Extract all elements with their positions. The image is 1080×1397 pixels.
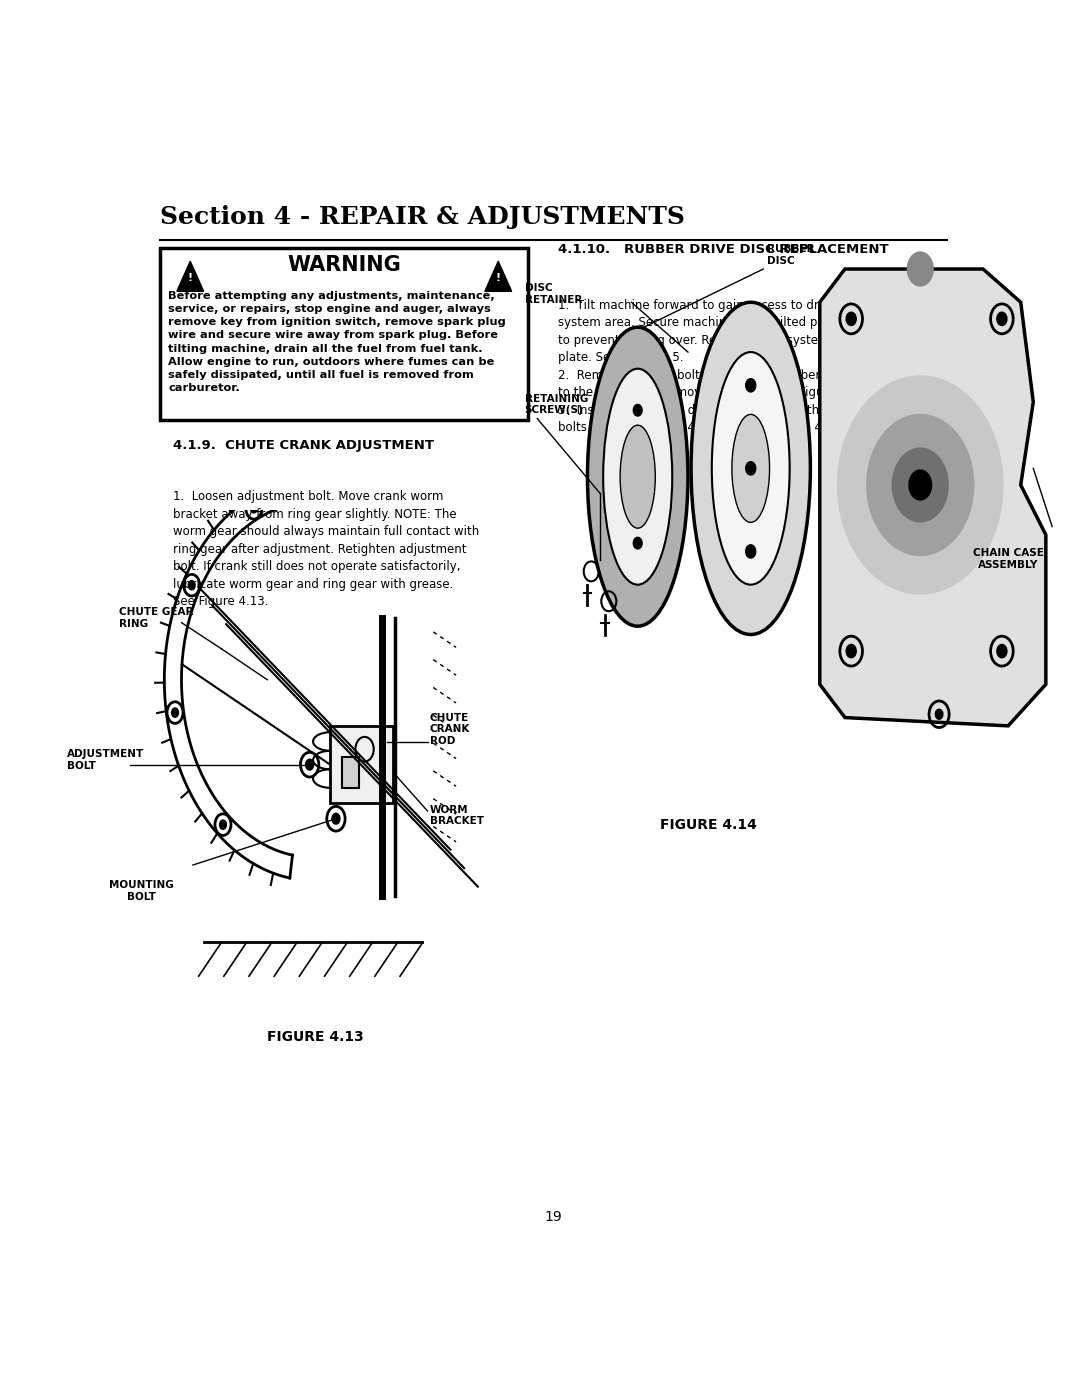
Circle shape xyxy=(745,545,756,557)
Ellipse shape xyxy=(603,369,672,585)
Circle shape xyxy=(893,448,948,521)
Text: CHUTE
CRANK
ROD: CHUTE CRANK ROD xyxy=(430,712,470,746)
Text: 1.  Tilt machine forward to gain access to drive
system area. Secure machine in : 1. Tilt machine forward to gain access t… xyxy=(557,299,881,434)
Text: WARNING: WARNING xyxy=(287,254,401,275)
Circle shape xyxy=(633,538,643,549)
Text: Section 4 - REPAIR & ADJUSTMENTS: Section 4 - REPAIR & ADJUSTMENTS xyxy=(160,205,685,229)
Ellipse shape xyxy=(712,352,789,585)
Text: 4.1.10.   RUBBER DRIVE DISC REPLACEMENT: 4.1.10. RUBBER DRIVE DISC REPLACEMENT xyxy=(557,243,889,256)
Circle shape xyxy=(745,462,756,475)
Circle shape xyxy=(846,312,856,326)
Text: 1.  Loosen adjustment bolt. Move crank worm
bracket away from ring gear slightly: 1. Loosen adjustment bolt. Move crank wo… xyxy=(173,490,478,608)
Circle shape xyxy=(219,820,227,830)
Text: WORM
BRACKET: WORM BRACKET xyxy=(430,805,484,827)
Circle shape xyxy=(846,644,856,658)
Text: ADJUSTMENT
BOLT: ADJUSTMENT BOLT xyxy=(67,749,145,771)
Bar xyxy=(341,757,359,788)
Text: 19: 19 xyxy=(544,1210,563,1224)
Text: RETAINING
SCREW(S): RETAINING SCREW(S) xyxy=(525,394,588,415)
Text: CHUTE GEAR
RING: CHUTE GEAR RING xyxy=(119,608,193,629)
Text: FIGURE 4.13: FIGURE 4.13 xyxy=(267,1031,363,1045)
Circle shape xyxy=(251,504,257,513)
Ellipse shape xyxy=(620,425,656,528)
Bar xyxy=(330,726,393,803)
Circle shape xyxy=(332,813,340,824)
Circle shape xyxy=(306,760,313,770)
Ellipse shape xyxy=(732,415,770,522)
Circle shape xyxy=(997,644,1007,658)
Text: !: ! xyxy=(188,272,193,282)
Circle shape xyxy=(867,415,973,555)
Text: DISC
RETAINER: DISC RETAINER xyxy=(525,284,582,305)
Circle shape xyxy=(935,710,943,719)
Circle shape xyxy=(997,312,1007,326)
Circle shape xyxy=(745,379,756,393)
Circle shape xyxy=(907,253,933,285)
Circle shape xyxy=(909,469,932,500)
Ellipse shape xyxy=(588,327,688,626)
Text: MOUNTING
BOLT: MOUNTING BOLT xyxy=(109,880,174,902)
Polygon shape xyxy=(485,261,512,292)
Circle shape xyxy=(633,404,643,416)
Circle shape xyxy=(172,708,178,717)
Polygon shape xyxy=(820,270,1045,726)
Text: Before attempting any adjustments, maintenance,
service, or repairs, stop engine: Before attempting any adjustments, maint… xyxy=(168,292,507,393)
Text: !: ! xyxy=(496,272,501,282)
Text: CHAIN CASE
ASSEMBLY: CHAIN CASE ASSEMBLY xyxy=(973,548,1043,570)
Polygon shape xyxy=(177,261,204,292)
Circle shape xyxy=(188,581,195,590)
Ellipse shape xyxy=(691,302,810,634)
Circle shape xyxy=(839,377,1002,592)
FancyBboxPatch shape xyxy=(160,249,528,420)
Text: RUBBER
DISC: RUBBER DISC xyxy=(767,244,814,265)
Text: 4.1.9.  CHUTE CRANK ADJUSTMENT: 4.1.9. CHUTE CRANK ADJUSTMENT xyxy=(173,439,434,451)
Text: FIGURE 4.14: FIGURE 4.14 xyxy=(660,819,757,833)
